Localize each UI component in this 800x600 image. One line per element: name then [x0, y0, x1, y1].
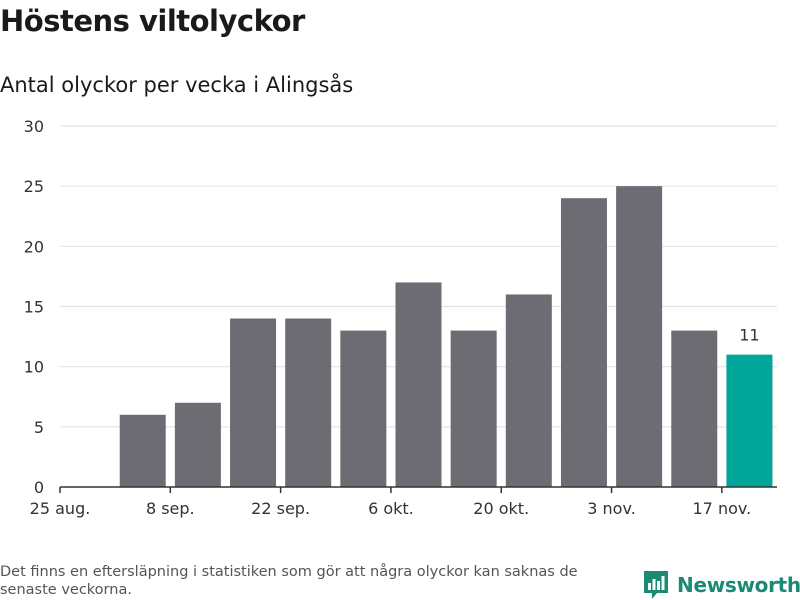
newsworthy-logo: Newsworthy — [643, 570, 800, 600]
bar — [119, 414, 166, 487]
x-tick-label: 25 aug. — [30, 499, 91, 518]
bar — [174, 402, 221, 487]
y-tick-label: 15 — [24, 298, 44, 317]
bar — [340, 330, 387, 487]
y-tick-label: 0 — [34, 478, 44, 497]
x-tick-label: 17 nov. — [693, 499, 752, 518]
bar — [616, 186, 663, 487]
bar — [450, 330, 497, 487]
x-tick-label: 6 okt. — [368, 499, 414, 518]
x-tick-label: 20 okt. — [473, 499, 529, 518]
chart-subtitle: Antal olyckor per vecka i Alingsås — [0, 73, 354, 97]
y-tick-label: 30 — [24, 117, 44, 136]
chart-title: Höstens viltolyckor — [0, 4, 305, 38]
y-tick-label: 20 — [24, 237, 44, 256]
bar — [560, 198, 607, 487]
bar — [395, 282, 442, 487]
bar — [671, 330, 718, 487]
bar — [505, 294, 552, 487]
newsworthy-logo-icon — [644, 571, 668, 599]
bar — [285, 318, 332, 487]
data-label: 11 — [739, 326, 759, 345]
y-tick-label: 5 — [34, 418, 44, 437]
y-tick-label: 25 — [24, 177, 44, 196]
brand-name: Newsworthy — [677, 573, 800, 597]
x-tick-label: 22 sep. — [251, 499, 310, 518]
x-tick-label: 8 sep. — [146, 499, 195, 518]
bar — [230, 318, 277, 487]
bar-highlight — [726, 354, 773, 487]
y-tick-label: 10 — [24, 358, 44, 377]
bar-chart: 0 5 10 15 20 25 30 11 25 aug. 8 sep. 22 sep. 6 okt.… — [24, 117, 777, 518]
footnote: Det finns en eftersläpning i statistiken… — [0, 564, 578, 598]
x-tick-label: 3 nov. — [587, 499, 636, 518]
